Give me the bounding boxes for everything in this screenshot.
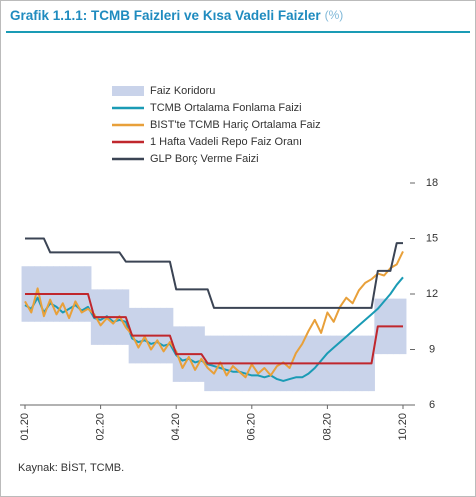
- source: Kaynak: BİST, TCMB.: [18, 461, 124, 474]
- title: Grafik 1.1.1: TCMB Faizleri ve Kısa Vade…: [10, 8, 321, 23]
- legend-label: BIST'te TCMB Hariç Ortalama Faiz: [150, 119, 321, 131]
- x-tick-label: 02.20: [95, 413, 107, 441]
- x-tick-label: 04.20: [170, 413, 182, 441]
- y-tick-label: 15: [426, 232, 438, 244]
- x-tick-label: 06.20: [246, 413, 258, 441]
- x-tick-label: 08.20: [321, 413, 333, 441]
- y-tick-label: 9: [429, 343, 435, 355]
- legend-swatch: [112, 86, 144, 96]
- y-tick-label: 6: [429, 399, 435, 411]
- legend-label: 1 Hafta Vadeli Repo Faiz Oranı: [150, 136, 302, 148]
- legend-label: GLP Borç Verme Faizi: [150, 153, 259, 165]
- series-line: [25, 293, 403, 365]
- x-tick-label: 01.20: [19, 413, 31, 441]
- series-line: [25, 237, 403, 309]
- legend-label: TCMB Ortalama Fonlama Faizi: [150, 102, 302, 114]
- title-unit: (%): [325, 8, 344, 22]
- y-tick-label: 12: [426, 288, 438, 300]
- x-tick-label: 10.20: [397, 413, 409, 441]
- chart-title: Grafik 1.1.1: TCMB Faizleri ve Kısa Vade…: [10, 8, 343, 23]
- y-tick-label: 18: [426, 177, 438, 189]
- legend-label: Faiz Koridoru: [150, 85, 215, 97]
- series-line: [24, 276, 404, 382]
